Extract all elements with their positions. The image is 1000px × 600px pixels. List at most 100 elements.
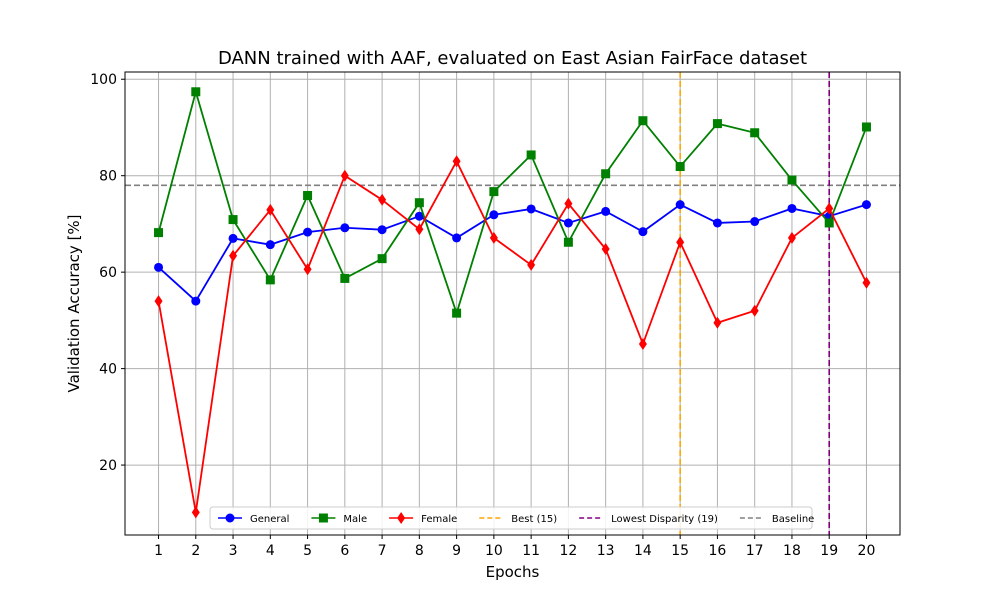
legend-label: Male: [343, 514, 367, 525]
data-point: [228, 215, 238, 225]
data-point: [489, 231, 498, 244]
y-tick-label: 20: [99, 458, 117, 474]
series-line: [157, 159, 868, 513]
data-point: [452, 233, 462, 243]
data-point: [340, 223, 350, 233]
data-point: [713, 316, 722, 329]
data-point: [675, 162, 685, 172]
legend-item: Best (15): [479, 514, 557, 525]
grid: [125, 72, 900, 535]
series-line: [157, 88, 868, 317]
data-point: [489, 210, 499, 220]
plot-frame: [124, 71, 901, 536]
x-tick-label: 8: [415, 543, 424, 559]
y-axis-label: Validation Accuracy [%]: [65, 214, 83, 392]
data-point: [676, 236, 685, 249]
legend-box: [209, 506, 813, 530]
data-point: [601, 206, 611, 216]
data-point: [601, 243, 610, 256]
data-point: [862, 276, 871, 289]
legend-marker: [397, 512, 406, 524]
x-tick-label: 17: [746, 543, 764, 559]
x-tick-label: 1: [154, 543, 163, 559]
data-point: [824, 218, 834, 228]
data-point: [377, 225, 387, 235]
x-tick-label: 19: [820, 543, 838, 559]
x-tick-label: 6: [340, 543, 349, 559]
data-point: [229, 249, 238, 262]
x-tick-label: 12: [559, 543, 577, 559]
data-point: [601, 169, 611, 179]
data-point: [265, 240, 275, 250]
data-point: [303, 263, 312, 276]
y-tick-label: 40: [99, 362, 117, 378]
data-point: [340, 169, 349, 182]
x-tick-label: 4: [266, 543, 275, 559]
data-point: [750, 217, 760, 227]
data-point: [377, 254, 387, 264]
chart-title: DANN trained with AAF, evaluated on East…: [218, 48, 807, 69]
legend-item: General: [218, 513, 289, 525]
legend-item: Lowest Disparity (19): [579, 514, 718, 525]
x-axis-ticks: 1 2 3 4 5 6 7 8 9 10 11 12 13 14 15 16 17 18 19 20: [154, 535, 875, 559]
data-point: [266, 203, 275, 216]
data-point: [340, 273, 350, 283]
data-point: [414, 198, 424, 208]
data-point: [452, 155, 461, 168]
x-tick-label: 11: [522, 543, 540, 559]
x-tick-label: 3: [229, 543, 238, 559]
data-point: [228, 233, 238, 243]
x-tick-label: 18: [783, 543, 801, 559]
legend-item: Baseline: [739, 514, 814, 525]
x-tick-label: 13: [597, 543, 615, 559]
data-point: [712, 218, 722, 228]
data-point: [303, 190, 313, 200]
data-point: [415, 223, 424, 236]
legend-label: Baseline: [772, 514, 814, 525]
x-tick-label: 9: [452, 543, 461, 559]
legend-marker: [225, 513, 235, 523]
data-point: [564, 197, 573, 210]
series-male: [154, 87, 871, 318]
data-point: [787, 231, 796, 244]
data-point: [191, 506, 200, 519]
legend-label: Best (15): [511, 514, 557, 525]
x-axis-label: Epochs: [486, 563, 540, 581]
y-tick-label: 100: [90, 72, 117, 88]
data-point: [191, 296, 201, 306]
series-line: [157, 203, 867, 303]
data-point: [675, 200, 685, 210]
legend-marker: [318, 513, 328, 523]
data-point: [638, 227, 648, 237]
data-point: [265, 275, 275, 285]
x-tick-label: 20: [858, 543, 876, 559]
legend-item: Female: [389, 512, 457, 525]
data-point: [526, 150, 536, 160]
data-point: [154, 228, 164, 238]
data-point: [452, 308, 462, 318]
data-point: [563, 218, 573, 228]
data-point: [861, 200, 871, 210]
data-point: [750, 128, 760, 138]
data-point: [303, 227, 313, 237]
data-point: [750, 304, 759, 317]
series-general: [154, 200, 871, 306]
data-point: [191, 87, 201, 97]
legend-label: Female: [421, 514, 457, 525]
data-point: [825, 202, 834, 215]
data-point: [638, 116, 648, 126]
data-point: [861, 122, 871, 132]
x-tick-label: 7: [378, 543, 387, 559]
data-point: [526, 204, 536, 214]
data-point: [378, 193, 387, 206]
x-tick-label: 10: [485, 543, 503, 559]
data-point: [787, 203, 797, 213]
reference-lines: [125, 72, 900, 535]
series-female: [154, 155, 871, 519]
legend: General Male Female Best (15) Lowest Dispari…: [209, 506, 814, 530]
data-point: [527, 258, 536, 271]
x-tick-label: 14: [634, 543, 652, 559]
data-point: [154, 262, 164, 272]
legend-item: Male: [311, 513, 367, 525]
